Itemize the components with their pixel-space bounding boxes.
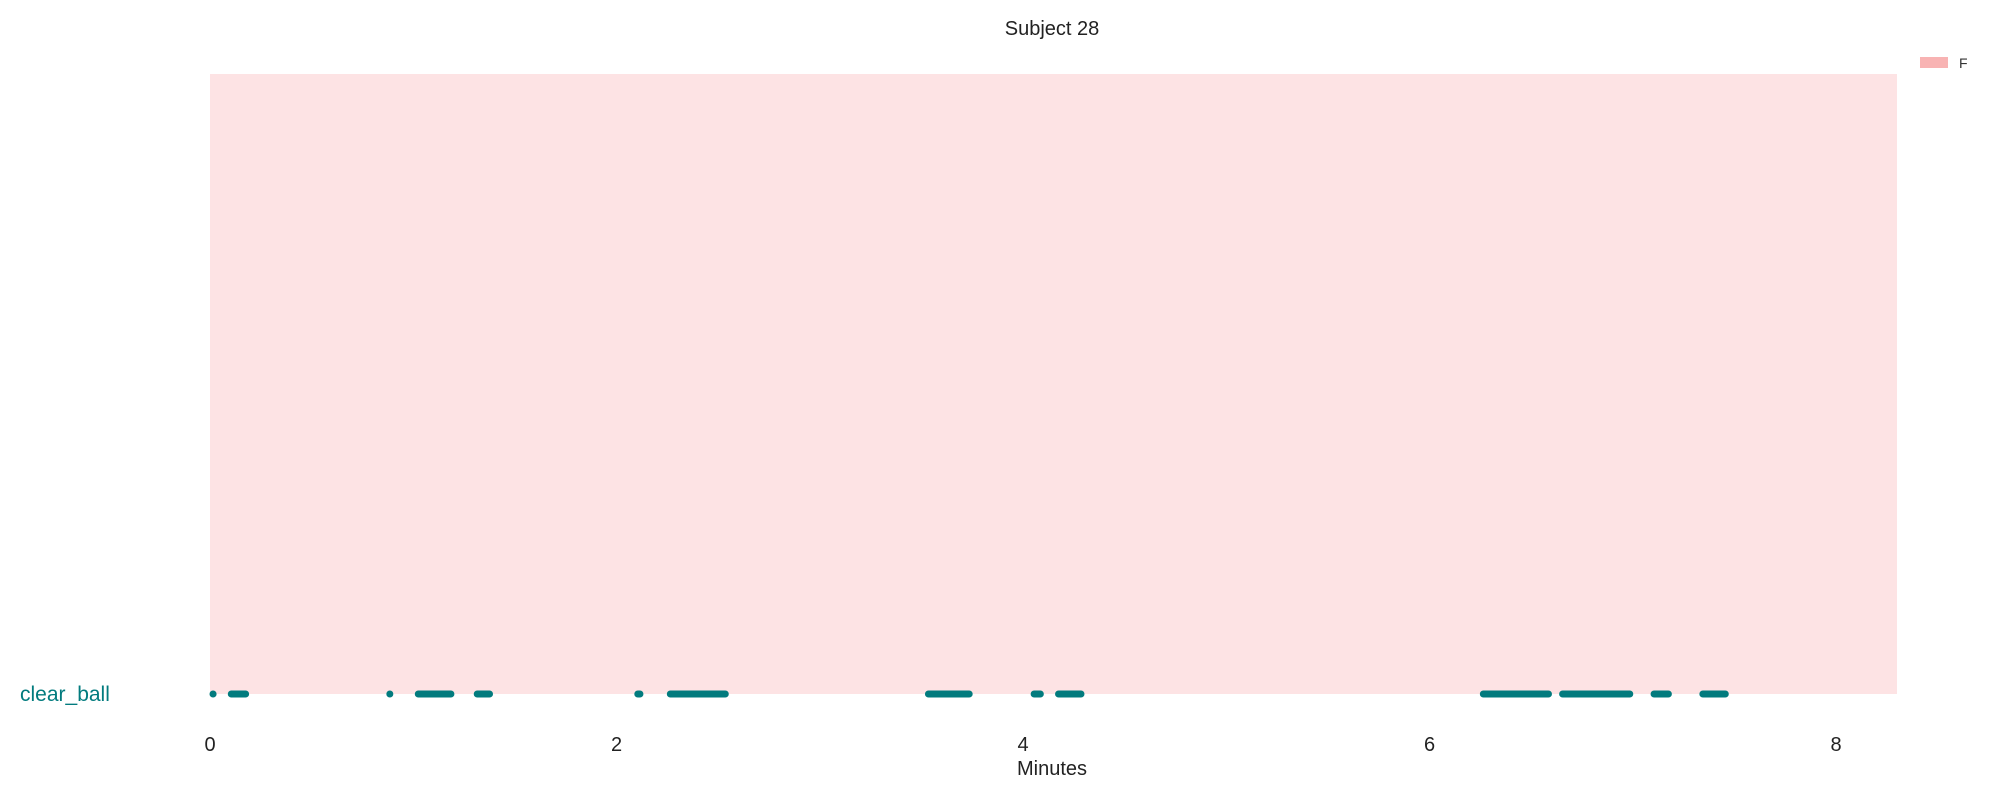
x-tick-label: 6 — [1424, 734, 1435, 756]
row-label-clear_ball: clear_ball — [20, 683, 110, 706]
x-tick-label: 8 — [1830, 734, 1841, 756]
x-axis-ticks: 0 2 4 6 8 — [204, 734, 1841, 756]
x-tick-label: 0 — [204, 734, 215, 756]
x-tick-label: 2 — [611, 734, 622, 756]
row-labels: clear_ball — [20, 683, 110, 706]
background-spans — [210, 74, 1897, 694]
legend: F — [1920, 55, 1968, 71]
x-axis-label: Minutes — [1017, 758, 1087, 780]
legend-label-F: F — [1959, 55, 1968, 71]
x-tick-label: 4 — [1017, 734, 1028, 756]
chart-title: Subject 28 — [1005, 18, 1100, 40]
legend-swatch-F — [1920, 57, 1948, 68]
background-span-F — [210, 74, 1897, 694]
